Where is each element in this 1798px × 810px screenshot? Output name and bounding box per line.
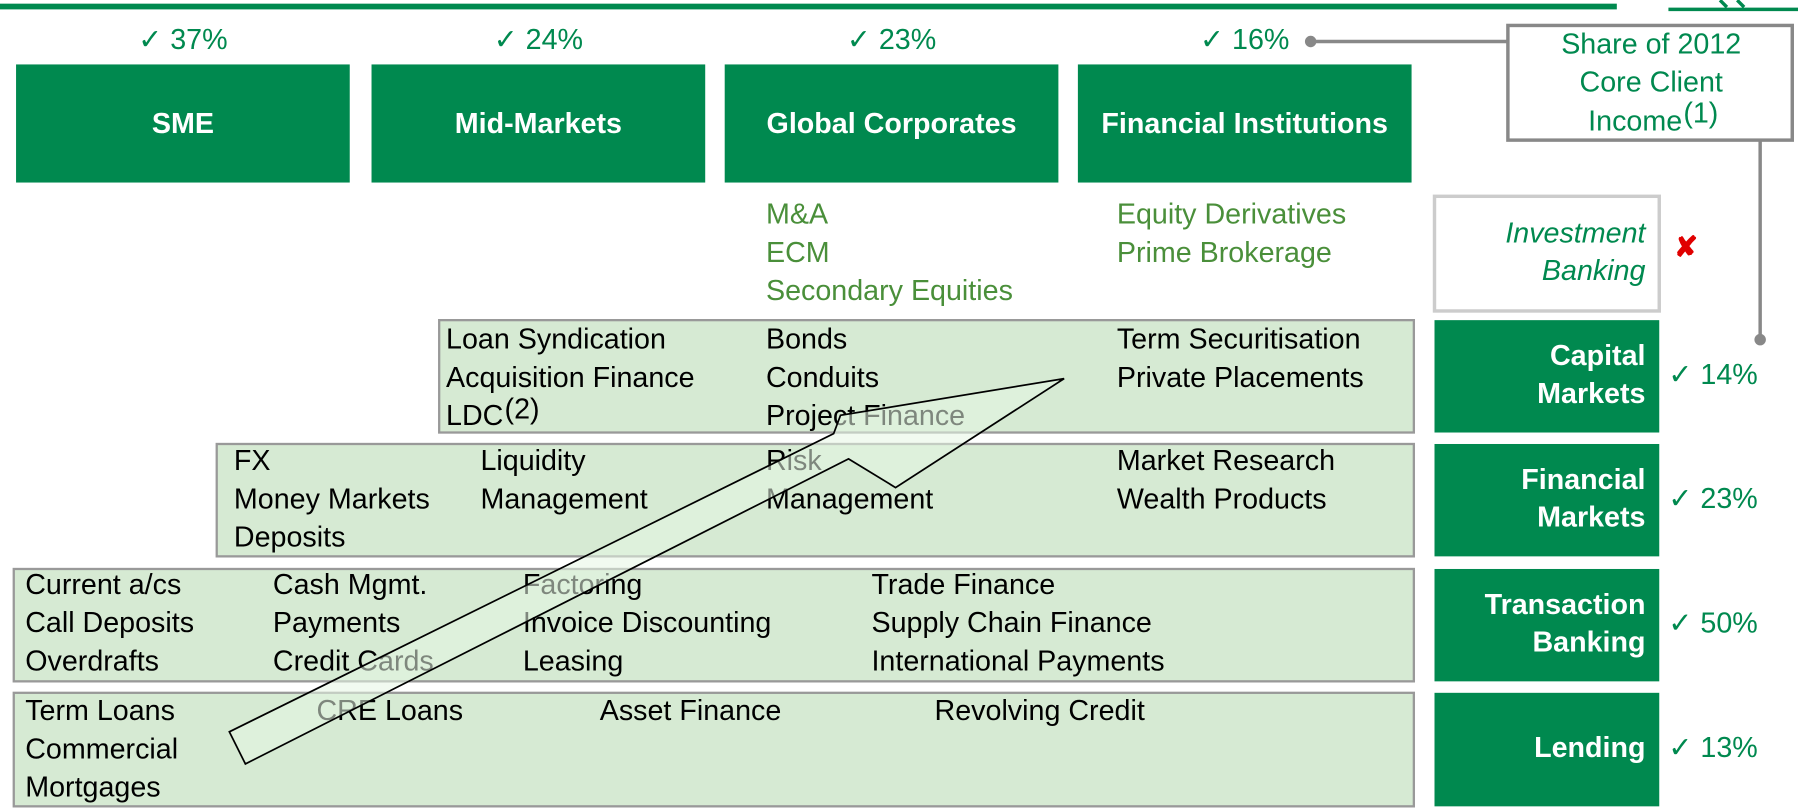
product: Call Deposits — [25, 607, 194, 639]
product: LDC — [446, 400, 503, 432]
product: Trade Finance — [871, 569, 1055, 601]
product: Liquidity — [480, 445, 586, 477]
product: Money Markets — [234, 483, 430, 515]
segment-label: Global Corporates — [767, 108, 1017, 140]
segment-share: ✓ 24% — [494, 24, 583, 56]
product: Invoice Discounting — [523, 607, 772, 639]
row-label: Markets — [1537, 378, 1645, 410]
product: Supply Chain Finance — [871, 607, 1151, 639]
product: Payments — [273, 607, 400, 639]
connector-dot — [1304, 35, 1317, 48]
row-status: ✘ — [1674, 232, 1698, 264]
product: ECM — [766, 237, 830, 269]
product: Secondary Equities — [766, 275, 1013, 307]
segment-box — [1077, 64, 1412, 183]
segment-share: ✓ 37% — [138, 24, 227, 56]
row-label-box — [1434, 443, 1660, 557]
product: Prime Brokerage — [1117, 237, 1332, 269]
segment-box — [371, 64, 706, 183]
product: International Payments — [871, 646, 1164, 678]
legend-text: Core Client — [1580, 67, 1723, 99]
row-label: Markets — [1537, 502, 1645, 534]
product: Private Placements — [1117, 362, 1364, 394]
product: M&A — [766, 198, 829, 230]
row-label-box — [1434, 568, 1660, 682]
product: Management — [480, 483, 647, 515]
arrow — [228, 377, 1065, 766]
product: Equity Derivatives — [1117, 198, 1346, 230]
row-label: Capital — [1550, 340, 1646, 372]
footnote-ref: (2) — [505, 393, 540, 425]
product: Overdrafts — [25, 646, 159, 678]
product: Commercial — [25, 733, 178, 765]
legend-text: Share of 2012 — [1561, 29, 1741, 61]
product: Deposits — [234, 522, 345, 554]
row-status: ✓ 13% — [1668, 732, 1757, 764]
row-label: Banking — [1532, 627, 1645, 659]
segment-label: Financial Institutions — [1101, 108, 1388, 140]
product: Bonds — [766, 323, 847, 355]
row-status: ✓ 23% — [1668, 483, 1757, 515]
product: Market Research — [1117, 445, 1335, 477]
row-label: Investment — [1505, 217, 1646, 249]
product: Term Loans — [25, 695, 175, 727]
row-label-box — [1432, 194, 1661, 313]
product: Conduits — [766, 362, 879, 394]
row-band — [12, 567, 1416, 683]
row-label-box — [1434, 320, 1660, 433]
product: Cash Mgmt. — [273, 569, 427, 601]
product: Term Securitisation — [1117, 323, 1361, 355]
product: Current a/cs — [25, 569, 181, 601]
footnote-ref: (1) — [1683, 97, 1718, 129]
row-label: Banking — [1542, 255, 1646, 287]
segment-box — [16, 64, 350, 183]
product: Leasing — [523, 646, 623, 678]
product: Revolving Credit — [935, 695, 1145, 727]
row-label: Financial — [1521, 464, 1645, 496]
content: ✓ 37% SME ✓ 24% Mid-Markets ✓ 23% Global Corp… — [12, 24, 1758, 808]
legend-box — [1506, 23, 1794, 142]
product: Loan Syndication — [446, 323, 666, 355]
row-label-box — [1434, 692, 1660, 807]
top-rule — [0, 3, 1617, 10]
segment-label: Mid-Markets — [455, 108, 622, 140]
row-label: Lending — [1534, 732, 1645, 764]
segment-box — [724, 64, 1059, 183]
row-label: Transaction — [1485, 589, 1646, 621]
row-status: ✓ 14% — [1668, 359, 1757, 391]
segment-share: ✓ 16% — [1200, 24, 1289, 56]
product: Mortgages — [25, 772, 160, 804]
segment-label: SME — [152, 108, 214, 140]
product: Acquisition Finance — [446, 362, 694, 394]
product: Asset Finance — [600, 695, 782, 727]
connector-dot — [1754, 333, 1766, 346]
product: FX — [234, 445, 271, 477]
row-status: ✓ 50% — [1668, 608, 1757, 640]
product: Wealth Products — [1117, 483, 1327, 515]
logo-fragment — [1668, 0, 1798, 12]
segment-share: ✓ 23% — [847, 24, 936, 56]
product: Management — [766, 483, 933, 515]
legend-text: Income — [1588, 105, 1682, 137]
